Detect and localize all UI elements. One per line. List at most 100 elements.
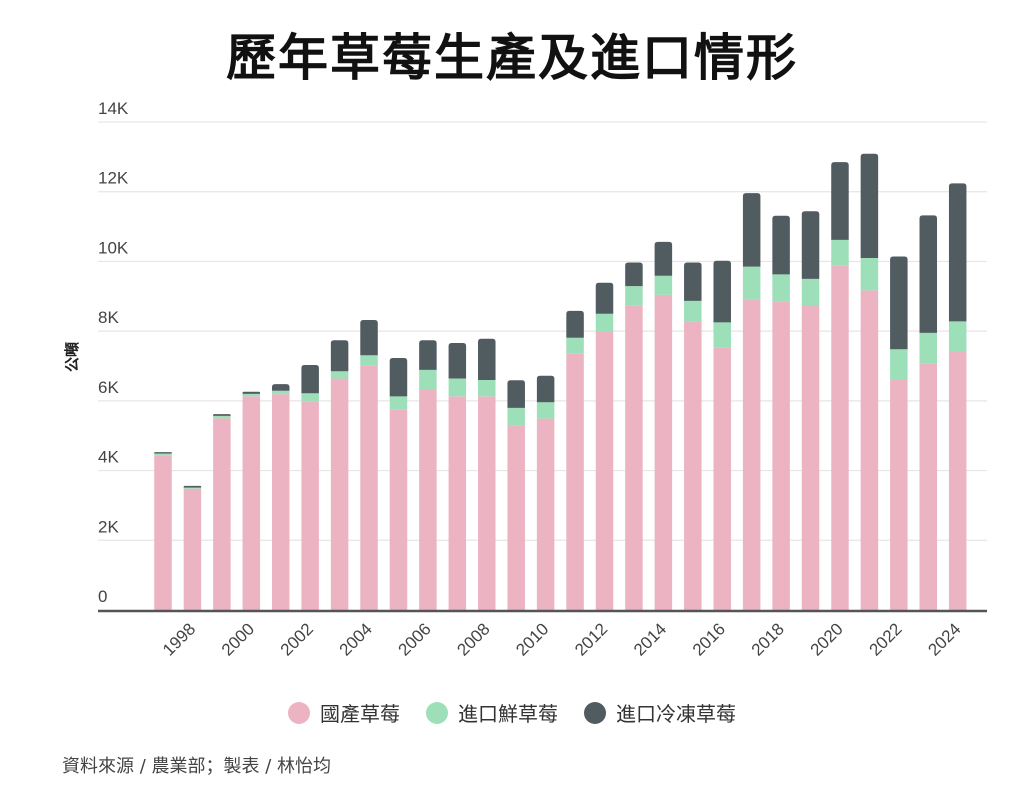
bar-segment-3[interactable] bbox=[154, 452, 172, 454]
bar-segment-1[interactable] bbox=[948, 351, 967, 610]
legend-item-domestic[interactable]: 國產草莓 bbox=[288, 698, 400, 727]
bar-segment-3[interactable] bbox=[713, 260, 731, 323]
bar-segment-3[interactable] bbox=[419, 340, 437, 370]
bar-segment-1[interactable] bbox=[507, 425, 525, 610]
bar-segment-2[interactable] bbox=[772, 274, 790, 302]
bar-segment-2[interactable] bbox=[948, 321, 967, 352]
bar-segment-1[interactable] bbox=[684, 321, 702, 610]
bar-segment-2[interactable] bbox=[831, 239, 849, 266]
bar-segment-2[interactable] bbox=[595, 313, 614, 332]
bar-segment-2[interactable] bbox=[330, 371, 349, 379]
bar-segment-1[interactable] bbox=[183, 488, 202, 610]
bar-segment-1[interactable] bbox=[654, 294, 673, 610]
bar-segment-3[interactable] bbox=[654, 241, 673, 276]
bar-segment-1[interactable] bbox=[389, 409, 408, 610]
bar-segment-1[interactable] bbox=[271, 394, 290, 610]
bar-segment-3[interactable] bbox=[478, 338, 496, 380]
bar-segment-3[interactable] bbox=[507, 380, 525, 408]
bar-segment-1[interactable] bbox=[478, 396, 496, 610]
bar-segment-1[interactable] bbox=[448, 396, 467, 610]
bar-segment-2[interactable] bbox=[419, 369, 437, 390]
bar-segment-3[interactable] bbox=[595, 282, 614, 314]
bar-segment-3[interactable] bbox=[271, 384, 290, 391]
bar-segment-1[interactable] bbox=[419, 389, 437, 610]
bar-segment-1[interactable] bbox=[360, 365, 378, 610]
bar-segment-1[interactable] bbox=[213, 418, 231, 610]
bar-segment-2[interactable] bbox=[183, 487, 202, 489]
bar-segment-1[interactable] bbox=[242, 396, 261, 610]
bar-segment-3[interactable] bbox=[860, 153, 879, 258]
bar-segment-3[interactable] bbox=[919, 215, 938, 333]
bar-segment-3[interactable] bbox=[742, 193, 761, 267]
bar-group-2007 bbox=[448, 342, 467, 610]
bar-segment-2[interactable] bbox=[654, 275, 673, 295]
bar-segment-2[interactable] bbox=[389, 396, 408, 410]
bar-segment-2[interactable] bbox=[360, 355, 378, 366]
bar-segment-1[interactable] bbox=[330, 378, 349, 610]
bar-segment-1[interactable] bbox=[919, 363, 938, 610]
x-tick-label: 2018 bbox=[748, 619, 788, 659]
bar-segment-2[interactable] bbox=[860, 257, 879, 291]
bar-segment-1[interactable] bbox=[742, 299, 761, 610]
bar-segment-1[interactable] bbox=[772, 301, 790, 610]
source-note: 資料來源 / 農業部；製表 / 林怡均 bbox=[62, 756, 332, 777]
bar-segment-3[interactable] bbox=[301, 364, 319, 394]
bar-segment-3[interactable] bbox=[890, 256, 908, 350]
bar-segment-1[interactable] bbox=[566, 353, 584, 610]
bar-segment-2[interactable] bbox=[478, 379, 496, 397]
bar-segment-2[interactable] bbox=[448, 378, 467, 397]
bar-group-2019 bbox=[801, 211, 820, 610]
bar-segment-2[interactable] bbox=[919, 332, 938, 364]
legend-item-import-frozen[interactable]: 進口冷凍草莓 bbox=[584, 698, 736, 727]
bar-segment-3[interactable] bbox=[448, 342, 467, 379]
bar-segment-2[interactable] bbox=[242, 393, 261, 397]
bar-segment-3[interactable] bbox=[801, 211, 820, 279]
legend-dot-icon bbox=[426, 701, 448, 724]
bar-segment-3[interactable] bbox=[330, 340, 349, 372]
chart-title: 歷年草莓生產及進口情形 bbox=[226, 29, 798, 87]
bar-segment-3[interactable] bbox=[536, 375, 555, 403]
bar-segment-3[interactable] bbox=[772, 215, 790, 275]
bar-segment-3[interactable] bbox=[389, 357, 408, 397]
bar-segment-1[interactable] bbox=[890, 379, 908, 610]
bar-segment-1[interactable] bbox=[860, 290, 879, 610]
bar-segment-2[interactable] bbox=[536, 402, 555, 419]
bar-segment-3[interactable] bbox=[684, 262, 702, 301]
bars bbox=[154, 153, 967, 610]
bar-segment-1[interactable] bbox=[536, 418, 555, 610]
bar-segment-3[interactable] bbox=[566, 310, 584, 338]
bar-segment-3[interactable] bbox=[948, 183, 967, 322]
bar-segment-1[interactable] bbox=[831, 265, 849, 610]
bar-segment-2[interactable] bbox=[507, 407, 525, 426]
bar-group-2003 bbox=[330, 340, 349, 610]
bar-segment-1[interactable] bbox=[301, 401, 319, 610]
bar-segment-3[interactable] bbox=[242, 391, 261, 394]
bar-segment-2[interactable] bbox=[566, 337, 584, 354]
bar-segment-3[interactable] bbox=[213, 414, 231, 416]
bar-segment-1[interactable] bbox=[154, 455, 172, 610]
bar-segment-1[interactable] bbox=[801, 305, 820, 610]
x-tick-label: 2016 bbox=[689, 619, 729, 659]
bar-segment-3[interactable] bbox=[360, 319, 378, 356]
bar-segment-2[interactable] bbox=[713, 322, 731, 348]
bar-segment-1[interactable] bbox=[713, 347, 731, 610]
bar-segment-1[interactable] bbox=[595, 331, 614, 610]
bar-segment-2[interactable] bbox=[301, 393, 319, 402]
bar-segment-2[interactable] bbox=[213, 415, 231, 419]
bar-segment-3[interactable] bbox=[831, 162, 849, 240]
x-tick-label: 2006 bbox=[395, 619, 435, 659]
bar-segment-2[interactable] bbox=[625, 286, 643, 306]
bar-segment-3[interactable] bbox=[183, 485, 202, 488]
bar-segment-2[interactable] bbox=[801, 278, 820, 305]
bar-segment-2[interactable] bbox=[154, 453, 172, 456]
bar-segment-2[interactable] bbox=[742, 266, 761, 300]
bar-segment-3[interactable] bbox=[625, 262, 643, 287]
bar-segment-2[interactable] bbox=[890, 349, 908, 380]
x-tick-label: 2020 bbox=[807, 619, 847, 659]
y-tick-label: 12K bbox=[98, 169, 129, 188]
legend-item-import-fresh[interactable]: 進口鮮草莓 bbox=[426, 698, 558, 727]
x-tick-label: 2010 bbox=[512, 619, 552, 659]
bar-segment-2[interactable] bbox=[271, 390, 290, 395]
bar-segment-1[interactable] bbox=[625, 305, 643, 610]
bar-segment-2[interactable] bbox=[684, 300, 702, 322]
